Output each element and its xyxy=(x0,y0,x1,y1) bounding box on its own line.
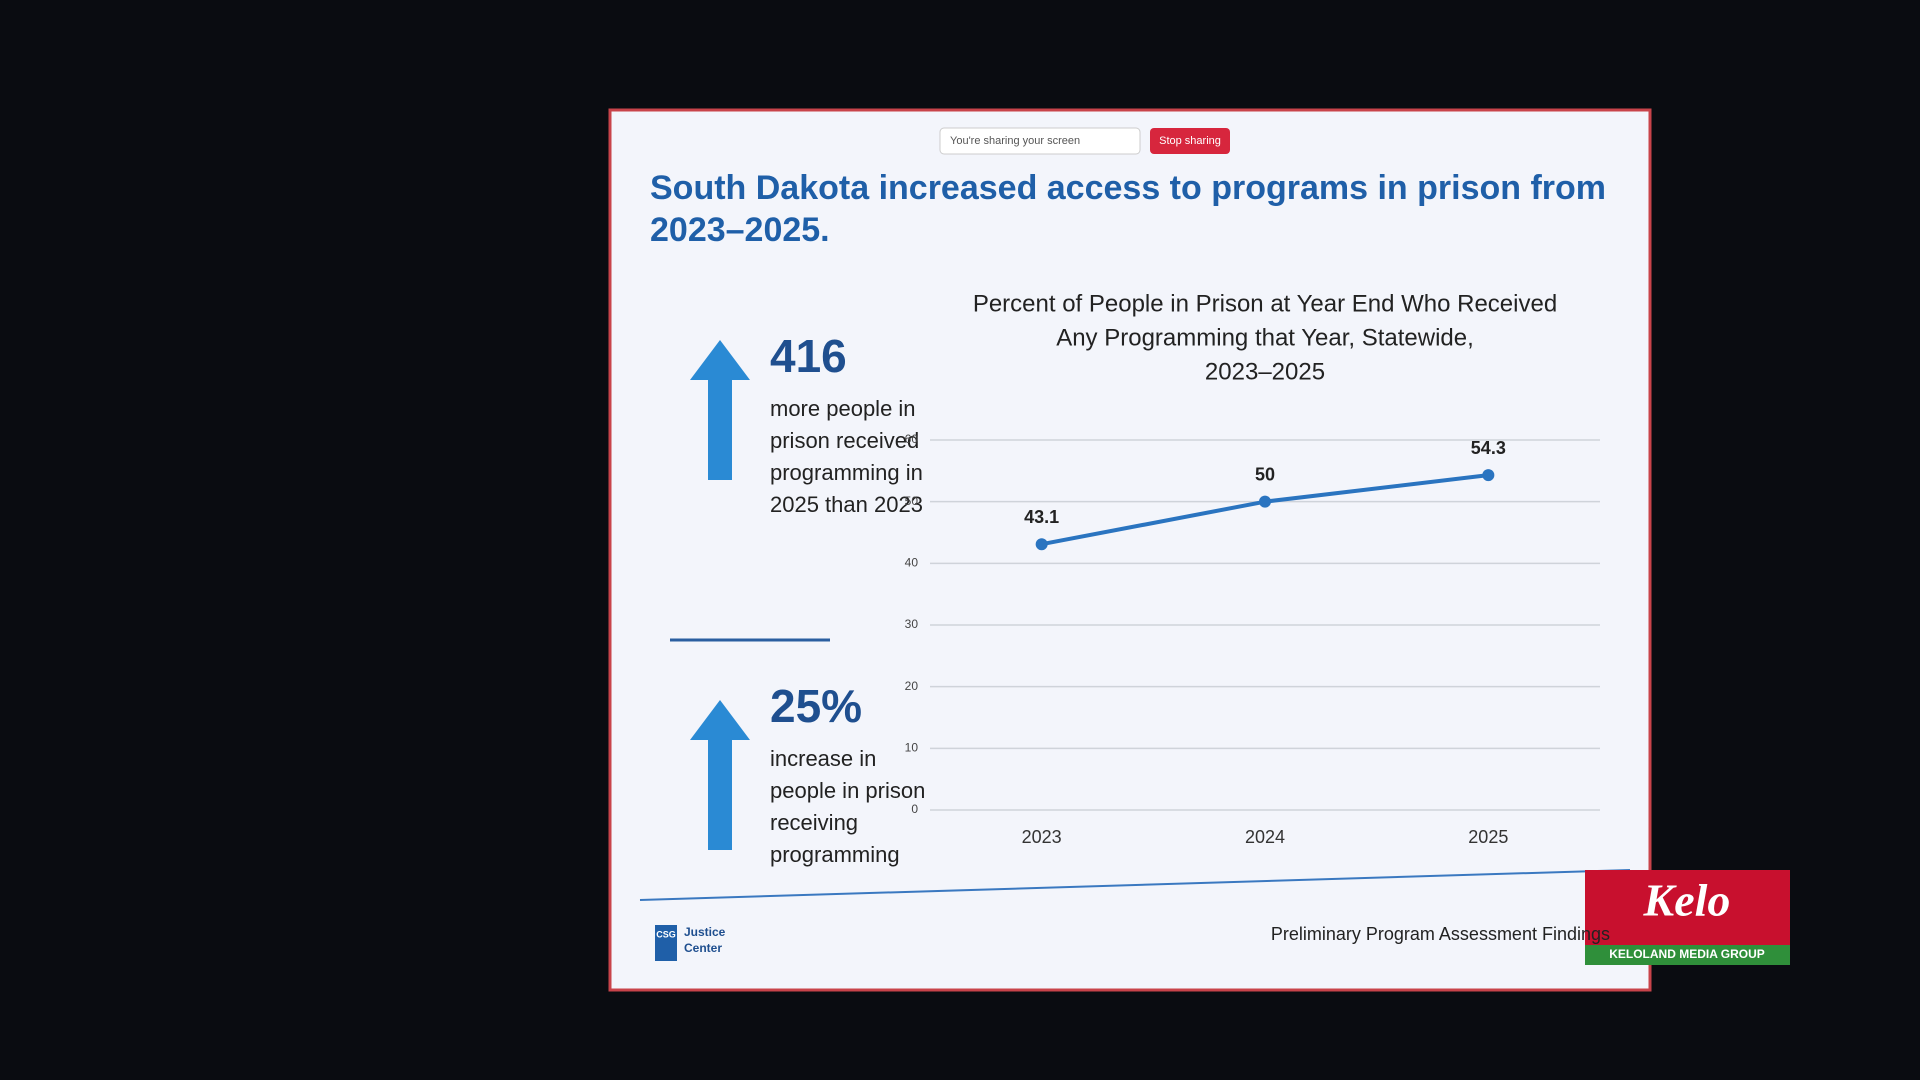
stat-value: 416 xyxy=(770,330,847,382)
y-tick-label: 50 xyxy=(905,494,919,508)
y-tick-label: 20 xyxy=(905,679,919,693)
stat-description: 2025 than 2023 xyxy=(770,492,923,517)
logo-mark: CSG xyxy=(656,929,676,939)
stop-button[interactable] xyxy=(1150,128,1230,154)
footer: Preliminary Program Assessment Findings xyxy=(1271,924,1610,944)
data-label: 50 xyxy=(1255,464,1275,484)
stat-description: prison received xyxy=(770,428,919,453)
y-tick-label: 10 xyxy=(905,741,919,755)
chart-title: 2023–2025 xyxy=(1205,358,1325,385)
stat-description: programming in xyxy=(770,460,923,485)
logo-mark-bg xyxy=(655,925,677,961)
stop-button-label[interactable]: Stop sharing xyxy=(1159,135,1221,147)
data-label: 54.3 xyxy=(1471,438,1506,458)
data-point xyxy=(1035,538,1048,551)
arrow-icon xyxy=(690,700,750,850)
x-tick-label: 2023 xyxy=(1022,827,1062,847)
y-tick-label: 40 xyxy=(905,556,919,570)
stat-description: increase in xyxy=(770,746,876,771)
kelo-logo-text: Kelo xyxy=(1643,875,1731,926)
chart-title: Any Programming that Year, Statewide, xyxy=(1056,324,1474,351)
y-tick-label: 0 xyxy=(911,802,918,816)
share-notice: You're sharing your screen xyxy=(950,135,1080,147)
arrow-icon xyxy=(690,340,750,480)
stat-description: receiving xyxy=(770,810,858,835)
y-tick-label: 30 xyxy=(905,617,919,631)
y-tick-label: 60 xyxy=(905,432,919,446)
stat-description: people in prison xyxy=(770,778,925,803)
slide-title: South Dakota increased access to program… xyxy=(650,169,1606,207)
slide xyxy=(608,108,1652,992)
stat-description: more people in xyxy=(770,396,916,421)
slide-title: 2023–2025. xyxy=(650,211,830,249)
footer-rule xyxy=(639,869,1631,901)
data-point xyxy=(1259,495,1271,508)
network-name: KELOLAND MEDIA GROUP xyxy=(1609,947,1765,961)
data-point xyxy=(1482,469,1495,482)
x-tick-label: 2025 xyxy=(1468,827,1508,847)
logo-text: Justice xyxy=(684,925,726,939)
stat-value: 25% xyxy=(770,680,862,732)
stat-description: programming xyxy=(770,842,900,867)
chart-title: Percent of People in Prison at Year End … xyxy=(973,290,1557,317)
x-tick-label: 2024 xyxy=(1245,827,1285,847)
share-bar xyxy=(939,127,1141,155)
data-label: 43.1 xyxy=(1024,507,1059,527)
network-bar xyxy=(1585,945,1790,965)
logo-text: Center xyxy=(684,941,722,955)
